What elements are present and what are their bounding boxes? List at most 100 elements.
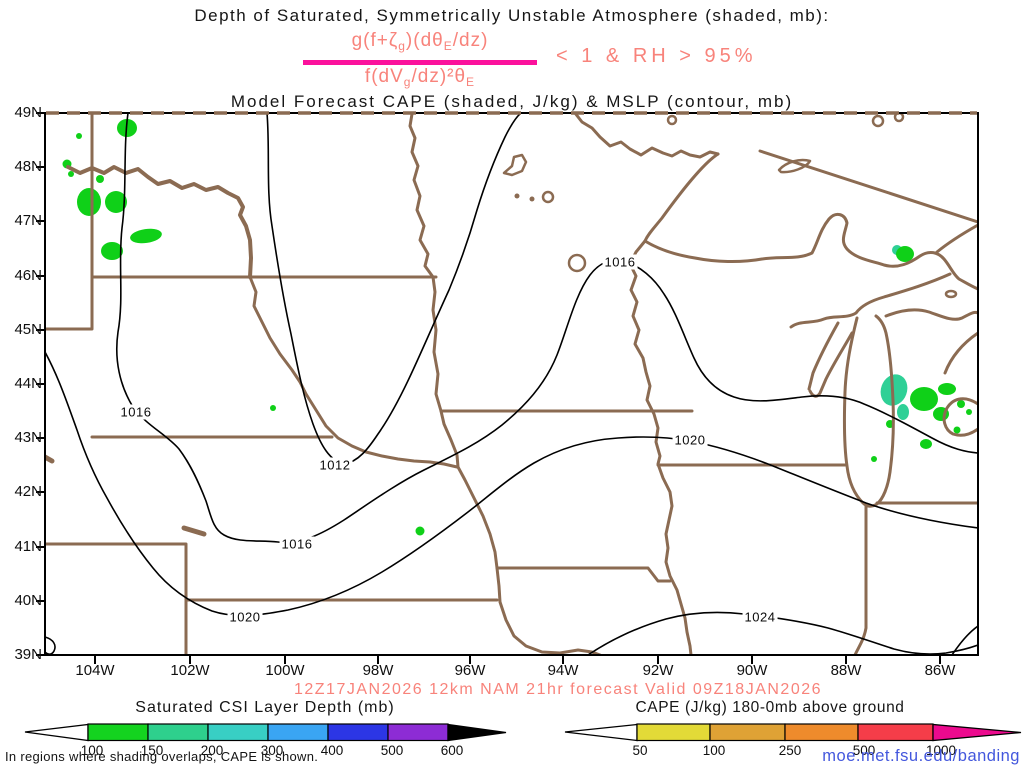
formula-fraction-bar <box>303 60 537 65</box>
lat-label-41n: 41N <box>14 538 42 555</box>
upper-michigan-south-shore <box>789 272 952 329</box>
contour-label-1012: 1012 <box>317 457 353 473</box>
csi-seg-100 <box>87 723 149 742</box>
formula-denominator: f(dVg/dz)²θE <box>364 66 476 89</box>
lon-label-100w: 100W <box>265 662 305 679</box>
red-river-minnesota-border <box>408 114 602 654</box>
lat-label-46n: 46N <box>14 267 42 284</box>
state-borders-and-lakes <box>46 114 977 654</box>
contour-label-1024: 1024 <box>742 609 778 625</box>
border-montana <box>46 114 94 331</box>
subtitle: Model Forecast CAPE (shaded, J/kg) & MSL… <box>230 92 794 111</box>
csi-seg-500 <box>387 723 449 742</box>
contour-sw-corner-scrap <box>46 636 56 654</box>
border-ia-mo <box>495 566 672 583</box>
csi-seg-300 <box>267 723 329 742</box>
lon-label-88w: 88W <box>830 662 862 679</box>
csi-tick-400: 400 <box>320 743 344 758</box>
lon-label-98w: 98W <box>362 662 394 679</box>
lake-huron-north <box>884 308 977 321</box>
latitude-ticks <box>36 112 45 656</box>
canada-boundary-waters <box>573 114 720 159</box>
lake-michigan-outline <box>842 314 895 508</box>
green-bay-west <box>807 321 840 391</box>
cape-tick-50: 50 <box>632 743 648 758</box>
contour-se-corner <box>951 625 977 654</box>
lon-label-104w: 104W <box>75 662 115 679</box>
source-url: moe.met.fsu.edu/banding <box>822 747 1020 765</box>
contour-label-1020-sw: 1020 <box>227 609 263 625</box>
cape-colorbar <box>564 723 1022 742</box>
model-run-valid-line: 12Z17JAN2026 12km NAM 21hr forecast Vali… <box>293 681 823 698</box>
lat-label-49n: 49N <box>14 104 42 121</box>
cape-colorbar-title: CAPE (J/kg) 180-0mb above ground <box>635 699 905 716</box>
contour-label-1016-east: 1016 <box>602 254 638 270</box>
csi-underflow-arrow <box>24 723 89 742</box>
lat-label-45n: 45N <box>14 321 42 338</box>
lat-label-44n: 44N <box>14 375 42 392</box>
contour-1020 <box>46 352 977 617</box>
longitude-ticks <box>94 655 941 664</box>
lake-superior-south-shore <box>643 212 977 291</box>
border-il-in <box>853 504 868 654</box>
platte-river-fragment <box>181 525 207 537</box>
csi-tick-150: 150 <box>140 743 164 758</box>
contour-label-1016-nw: 1016 <box>118 404 154 420</box>
contour-label-1020-east: 1020 <box>672 432 708 448</box>
csi-seg-150 <box>147 723 209 742</box>
lake-island-2 <box>871 114 885 128</box>
lake-of-the-woods <box>502 153 528 177</box>
mn-lake-ring <box>541 190 555 204</box>
lon-label-102w: 102W <box>170 662 210 679</box>
csi-colorbar <box>24 723 507 742</box>
lake-island-1 <box>666 114 678 126</box>
lon-label-90w: 90W <box>736 662 768 679</box>
contour-1024 <box>588 611 977 654</box>
csi-tick-600: 600 <box>440 743 464 758</box>
lat-label-43n: 43N <box>14 429 42 446</box>
saginaw-bay <box>942 397 977 437</box>
missouri-river-sd <box>248 275 459 469</box>
overlap-note: In regions where shading overlaps, CAPE … <box>5 749 319 764</box>
csi-tick-300: 300 <box>260 743 284 758</box>
lat-label-40n: 40N <box>14 592 42 609</box>
superior-northeast-shore <box>935 223 977 254</box>
cape-seg-100 <box>709 723 786 742</box>
csi-seg-200 <box>207 723 269 742</box>
csi-tick-500: 500 <box>380 743 404 758</box>
page-title: Depth of Saturated, Symmetrically Unstab… <box>194 6 830 25</box>
canada-border-across-superior <box>758 149 977 224</box>
isle-royale <box>777 158 812 174</box>
cape-tick-250: 250 <box>778 743 802 758</box>
cape-seg-250 <box>784 723 859 742</box>
lat-label-48n: 48N <box>14 158 42 175</box>
lat-label-39n: 39N <box>14 646 42 663</box>
csi-colorbar-title: Saturated CSI Layer Depth (mb) <box>135 699 395 716</box>
lat-label-47n: 47N <box>14 212 42 229</box>
cape-seg-500 <box>857 723 934 742</box>
csi-overflow-arrow <box>447 723 507 742</box>
mn-lake-dot-2 <box>529 196 535 202</box>
contour-label-1016-sw: 1016 <box>279 536 315 552</box>
lon-label-86w: 86W <box>924 662 956 679</box>
csi-seg-400 <box>327 723 389 742</box>
formula-condition: < 1 & RH > 95% <box>556 45 757 67</box>
cape-underflow-arrow <box>564 723 638 742</box>
csi-shaded-regions <box>62 119 972 536</box>
huron-island <box>944 289 958 299</box>
cape-seg-50 <box>636 723 711 742</box>
green-bay-east <box>808 331 854 398</box>
lon-label-96w: 96W <box>454 662 486 679</box>
lon-label-94w: 94W <box>547 662 579 679</box>
lon-label-92w: 92W <box>642 662 674 679</box>
lake-island-3 <box>893 114 905 123</box>
csi-tick-100: 100 <box>80 743 104 758</box>
mississippi-river <box>628 239 693 654</box>
lat-label-42n: 42N <box>14 483 42 500</box>
missouri-river-mt-nd <box>66 165 253 279</box>
cape-overflow-arrow <box>932 723 1022 742</box>
cape-tick-500: 500 <box>852 743 876 758</box>
lake-superior-north-shore <box>643 152 720 243</box>
mille-lacs-lake <box>567 253 587 273</box>
